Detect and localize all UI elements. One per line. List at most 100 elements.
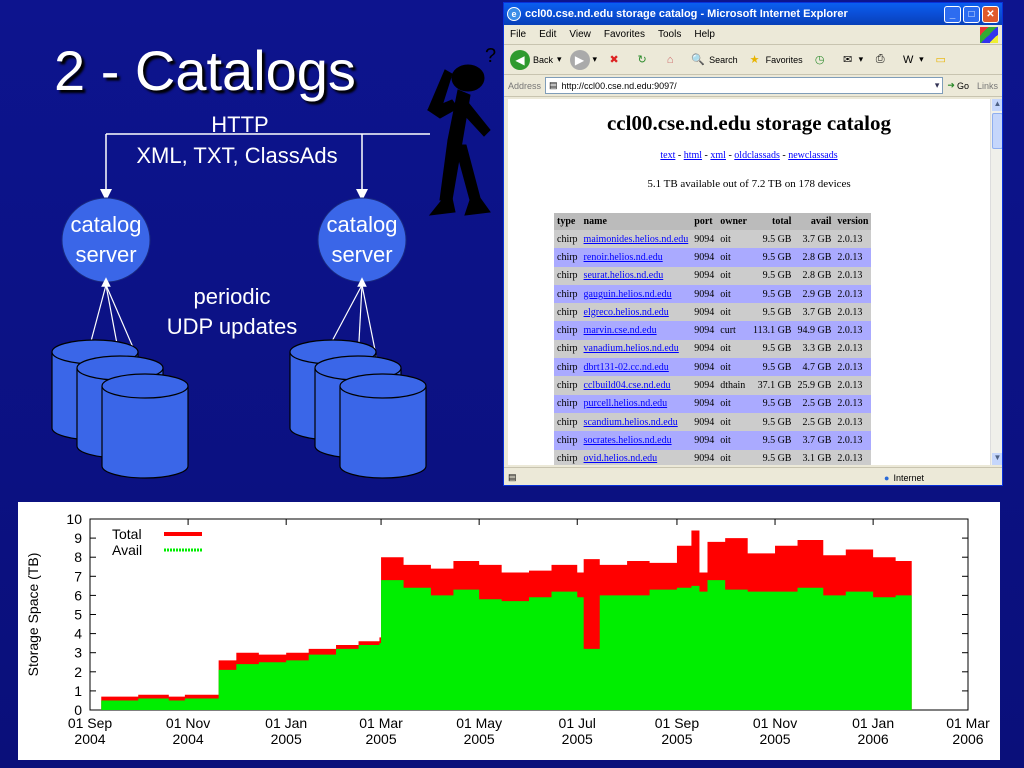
page-heading: ccl00.cse.nd.edu storage catalog <box>606 111 892 135</box>
cell-avail: 3.1 GB <box>794 449 835 465</box>
forward-button[interactable]: ▶ ▾ <box>569 49 598 70</box>
cell-type: chirp <box>554 339 581 359</box>
cell-version: 2.0.13 <box>834 303 872 322</box>
cell-name[interactable]: purcell.helios.nd.edu <box>580 394 692 413</box>
link-xml[interactable]: xml <box>710 150 726 161</box>
cell-avail: 94.9 GB <box>794 321 835 340</box>
scroll-down-icon[interactable]: ▼ <box>992 453 1002 465</box>
links-button[interactable]: Links <box>976 80 998 91</box>
host-link[interactable]: cclbuild04.cse.nd.edu <box>583 380 671 392</box>
maximize-button[interactable]: □ <box>963 5 980 23</box>
cell-name[interactable]: maimonides.helios.nd.edu <box>580 230 692 249</box>
cell-name[interactable]: socrates.helios.nd.edu <box>580 431 692 450</box>
cell-total: 9.5 GB <box>749 284 795 304</box>
menu-edit[interactable]: Edit <box>539 29 557 40</box>
refresh-button[interactable]: ↻ <box>633 51 653 69</box>
x-tick-label: 2004 <box>74 731 105 747</box>
table-row: chirp maimonides.helios.nd.edu 9094 oit 9.5 … <box>554 230 872 249</box>
history-button[interactable]: ◷ <box>811 51 831 69</box>
cell-version: 2.0.13 <box>834 431 872 450</box>
cell-type: chirp <box>554 248 581 267</box>
scroll-up-icon[interactable]: ▲ <box>992 99 1002 111</box>
cell-version: 2.0.13 <box>834 412 872 432</box>
forward-dropdown-icon[interactable]: ▾ <box>592 54 598 64</box>
link-html[interactable]: html <box>683 150 703 161</box>
home-button[interactable]: ⌂ <box>661 51 681 69</box>
menu-file[interactable]: File <box>510 29 527 40</box>
cell-owner: dthain <box>717 376 750 395</box>
link-newclassads[interactable]: newclassads <box>788 150 838 161</box>
table-row: chirp cclbuild04.cse.nd.edu 9094 dthain 37.1… <box>554 376 872 395</box>
folder-button[interactable]: ▭ <box>932 51 952 69</box>
window-titlebar[interactable]: e ccl00.cse.nd.edu storage catalog - Mic… <box>504 3 1002 25</box>
back-dropdown-icon[interactable]: ▾ <box>557 54 562 64</box>
host-link[interactable]: scandium.helios.nd.edu <box>583 416 678 428</box>
catalog-server-right-line2: server <box>331 242 393 267</box>
ie-browser-window: e ccl00.cse.nd.edu storage catalog - Mic… <box>503 2 1003 486</box>
address-input[interactable]: ▤ http://ccl00.cse.nd.edu:9097/ ▾ <box>545 77 944 94</box>
host-link[interactable]: vanadium.helios.nd.edu <box>583 343 679 355</box>
stop-icon: ✖ <box>609 54 619 66</box>
back-button[interactable]: ◀ Back ▾ <box>510 49 562 70</box>
host-link[interactable]: dbrt131-02.cc.nd.edu <box>583 361 669 373</box>
windows-flag-icon <box>980 26 998 43</box>
address-dropdown-icon[interactable]: ▾ <box>934 80 940 90</box>
favorites-button-label: Favorites <box>765 54 803 65</box>
table-header-row: type name port owner total avail version <box>554 213 872 230</box>
col-total: total <box>749 213 795 230</box>
globe-icon: ● <box>884 472 890 483</box>
go-button[interactable]: ➜ Go <box>947 80 969 91</box>
cell-type: chirp <box>554 230 581 249</box>
mail-button[interactable]: ✉ ▾ <box>839 51 863 69</box>
forward-arrow-icon: ▶ <box>569 49 590 70</box>
host-link[interactable]: maimonides.helios.nd.edu <box>583 233 689 245</box>
menu-view[interactable]: View <box>569 29 591 40</box>
cell-name[interactable]: gauguin.helios.nd.edu <box>580 284 692 304</box>
cell-name[interactable]: elgreco.helios.nd.edu <box>580 303 692 322</box>
cell-type: chirp <box>554 284 581 304</box>
close-button[interactable]: ✕ <box>982 5 999 23</box>
cell-name[interactable]: scandium.helios.nd.edu <box>580 412 692 432</box>
col-avail: avail <box>794 213 835 230</box>
stop-button[interactable]: ✖ <box>605 51 625 69</box>
x-tick-label: 2005 <box>271 731 302 747</box>
host-link[interactable]: renoir.helios.nd.edu <box>583 251 663 263</box>
catalog-table: type name port owner total avail version… <box>554 213 872 465</box>
host-link[interactable]: seurat.helios.nd.edu <box>583 270 664 282</box>
cell-name[interactable]: marvin.cse.nd.edu <box>580 321 692 340</box>
link-text[interactable]: text <box>660 150 676 161</box>
menu-help[interactable]: Help <box>694 29 715 40</box>
host-link[interactable]: elgreco.helios.nd.edu <box>583 306 669 318</box>
edit-button[interactable]: W ▾ <box>899 51 924 69</box>
host-link[interactable]: socrates.helios.nd.edu <box>583 434 672 446</box>
cell-name[interactable]: dbrt131-02.cc.nd.edu <box>580 358 692 377</box>
cell-name[interactable]: ovid.helios.nd.edu <box>580 449 692 465</box>
page-content: ccl00.cse.nd.edu storage catalog text - … <box>508 99 990 465</box>
cell-avail: 4.7 GB <box>794 358 835 377</box>
menu-favorites[interactable]: Favorites <box>603 29 645 40</box>
y-tick-label: 10 <box>66 511 82 527</box>
http-label: HTTP <box>211 112 269 137</box>
favorites-button[interactable]: ★ Favorites <box>746 51 803 69</box>
cell-name[interactable]: cclbuild04.cse.nd.edu <box>580 376 692 395</box>
scroll-thumb[interactable] <box>992 113 1002 149</box>
host-link[interactable]: purcell.helios.nd.edu <box>583 398 668 410</box>
minimize-button[interactable]: _ <box>944 5 961 23</box>
search-button[interactable]: 🔍 Search <box>689 51 737 69</box>
cell-avail: 2.8 GB <box>794 248 835 267</box>
print-button[interactable]: ⎙ <box>871 51 891 69</box>
cell-name[interactable]: seurat.helios.nd.edu <box>580 266 692 285</box>
cell-version: 2.0.13 <box>834 394 872 413</box>
cell-name[interactable]: renoir.helios.nd.edu <box>580 248 692 267</box>
toolbar: ◀ Back ▾ ▶ ▾ ✖ ↻ ⌂ 🔍 Search ★ Favorites … <box>504 45 1002 75</box>
host-link[interactable]: marvin.cse.nd.edu <box>583 325 657 337</box>
host-link[interactable]: ovid.helios.nd.edu <box>583 453 658 465</box>
y-tick-label: 2 <box>74 664 82 680</box>
menu-tools[interactable]: Tools <box>657 29 682 40</box>
vertical-scrollbar[interactable]: ▲ ▼ <box>990 99 1002 465</box>
cell-name[interactable]: vanadium.helios.nd.edu <box>580 339 692 359</box>
svg-text:?: ? <box>485 45 496 67</box>
catalog-server-left: catalog server <box>56 210 156 270</box>
link-oldclassads[interactable]: oldclassads <box>734 150 780 161</box>
host-link[interactable]: gauguin.helios.nd.edu <box>583 288 672 300</box>
